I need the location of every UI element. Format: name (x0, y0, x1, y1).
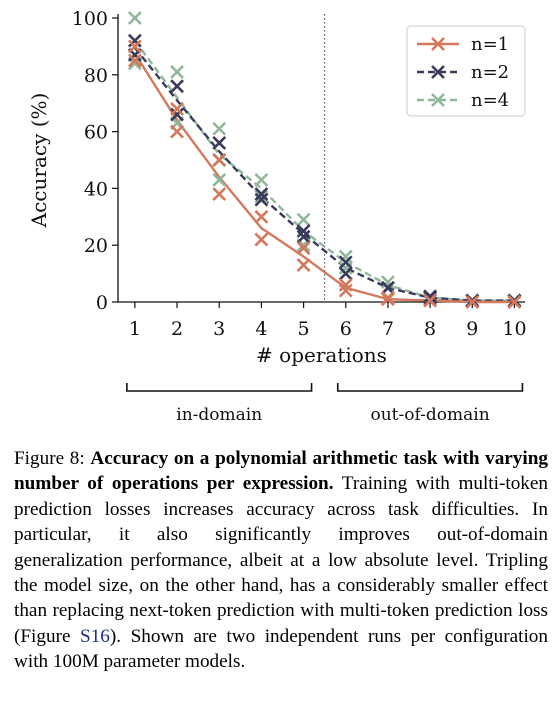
data-point-n1 (212, 187, 227, 201)
x-tick-label: 4 (255, 318, 267, 340)
y-tick-label: 60 (84, 122, 108, 144)
data-point-n1 (338, 283, 353, 298)
data-point-n4 (381, 275, 395, 290)
legend-label-n4: n=4 (471, 90, 509, 111)
legend-marker-n4 (431, 93, 445, 107)
data-point-n1 (381, 290, 395, 305)
data-point-n4 (212, 172, 227, 187)
data-point-n4 (338, 249, 353, 264)
data-point-n1 (170, 124, 184, 139)
data-point-n2 (212, 136, 227, 150)
figure-caption: Figure 8: Accuracy on a polynomial arith… (14, 446, 548, 675)
y-tick-label: 100 (72, 8, 108, 30)
data-point-n1 (127, 39, 142, 54)
chart-svg: 0 20 40 60 80 100 1 2 3 4 5 6 7 8 9 10 # operations Accur… (27, 8, 527, 425)
data-point-n1 (465, 295, 480, 309)
x-tick-label: 1 (129, 318, 141, 340)
x-tick-label: 8 (424, 318, 436, 340)
data-point-n4 (338, 261, 353, 275)
x-tick-label: 3 (213, 318, 225, 340)
data-point-n2 (296, 224, 311, 238)
y-axis-label: Accuracy (%) (27, 93, 51, 229)
chart: 0 20 40 60 80 100 1 2 3 4 5 6 7 8 9 10 # operations Accur… (27, 8, 527, 425)
data-point-n4 (127, 11, 142, 25)
data-point-n4 (212, 121, 227, 136)
data-point-n4 (254, 172, 269, 187)
x-tick-label: 9 (466, 318, 478, 340)
bracket-label-in-domain: in-domain (176, 405, 262, 425)
data-point-n2 (338, 255, 353, 270)
series-line-n4 (133, 40, 515, 302)
data-point-n1 (254, 209, 269, 224)
data-point-n1 (296, 258, 311, 272)
figure-ref-link[interactable]: S16 (80, 625, 110, 647)
data-point-n1 (170, 101, 184, 116)
x-tick-label: 10 (502, 318, 526, 340)
series-line-n1 (133, 52, 515, 304)
data-point-n2 (127, 33, 142, 48)
bracket-in-domain (126, 383, 313, 392)
data-point-n2 (170, 79, 184, 94)
data-point-n2 (254, 187, 269, 201)
series-line-n2 (133, 47, 515, 302)
legend-label-n2: n=2 (471, 62, 509, 83)
y-tick-label: 20 (84, 235, 108, 257)
x-axis-label: # operations (256, 343, 387, 367)
y-tick-label: 80 (84, 65, 108, 87)
data-point-n4 (296, 212, 311, 227)
legend-marker-n1 (431, 37, 445, 51)
data-point-n1 (507, 295, 522, 309)
legend-label-n1: n=1 (471, 34, 509, 55)
x-tick-label: 7 (382, 318, 394, 340)
data-point-n4 (254, 190, 269, 204)
data-point-n1 (212, 153, 227, 167)
data-point-n1 (296, 241, 311, 255)
data-point-n1 (338, 278, 353, 292)
data-point-n2 (254, 192, 269, 207)
caption-text-a: Training with multi-token prediction los… (14, 473, 548, 647)
data-point-n2 (170, 107, 184, 122)
data-point-n2 (296, 229, 311, 244)
data-point-n1 (254, 232, 269, 247)
caption-text-b: ). Shown are two independent runs per co… (14, 625, 548, 673)
x-tick-label: 5 (298, 318, 310, 340)
x-tick-label: 6 (340, 318, 352, 340)
y-tick-label: 40 (84, 178, 108, 200)
data-point-n2 (338, 266, 353, 281)
data-point-n2 (381, 280, 395, 295)
legend-marker-n2 (431, 65, 445, 79)
x-tick-label: 2 (171, 318, 183, 340)
bracket-out-of-domain (336, 383, 524, 392)
y-tick-label: 0 (96, 292, 108, 314)
caption-bold: Accuracy on a polynomial arithmetic task… (14, 448, 548, 495)
data-point-n1 (127, 53, 142, 68)
bracket-label-out-of-domain: out-of-domain (371, 405, 490, 425)
caption-prefix: Figure 8: (14, 448, 91, 469)
data-point-n1 (423, 293, 438, 308)
data-point-n2 (423, 290, 438, 305)
data-point-n4 (170, 65, 184, 79)
legend-box (406, 25, 526, 117)
